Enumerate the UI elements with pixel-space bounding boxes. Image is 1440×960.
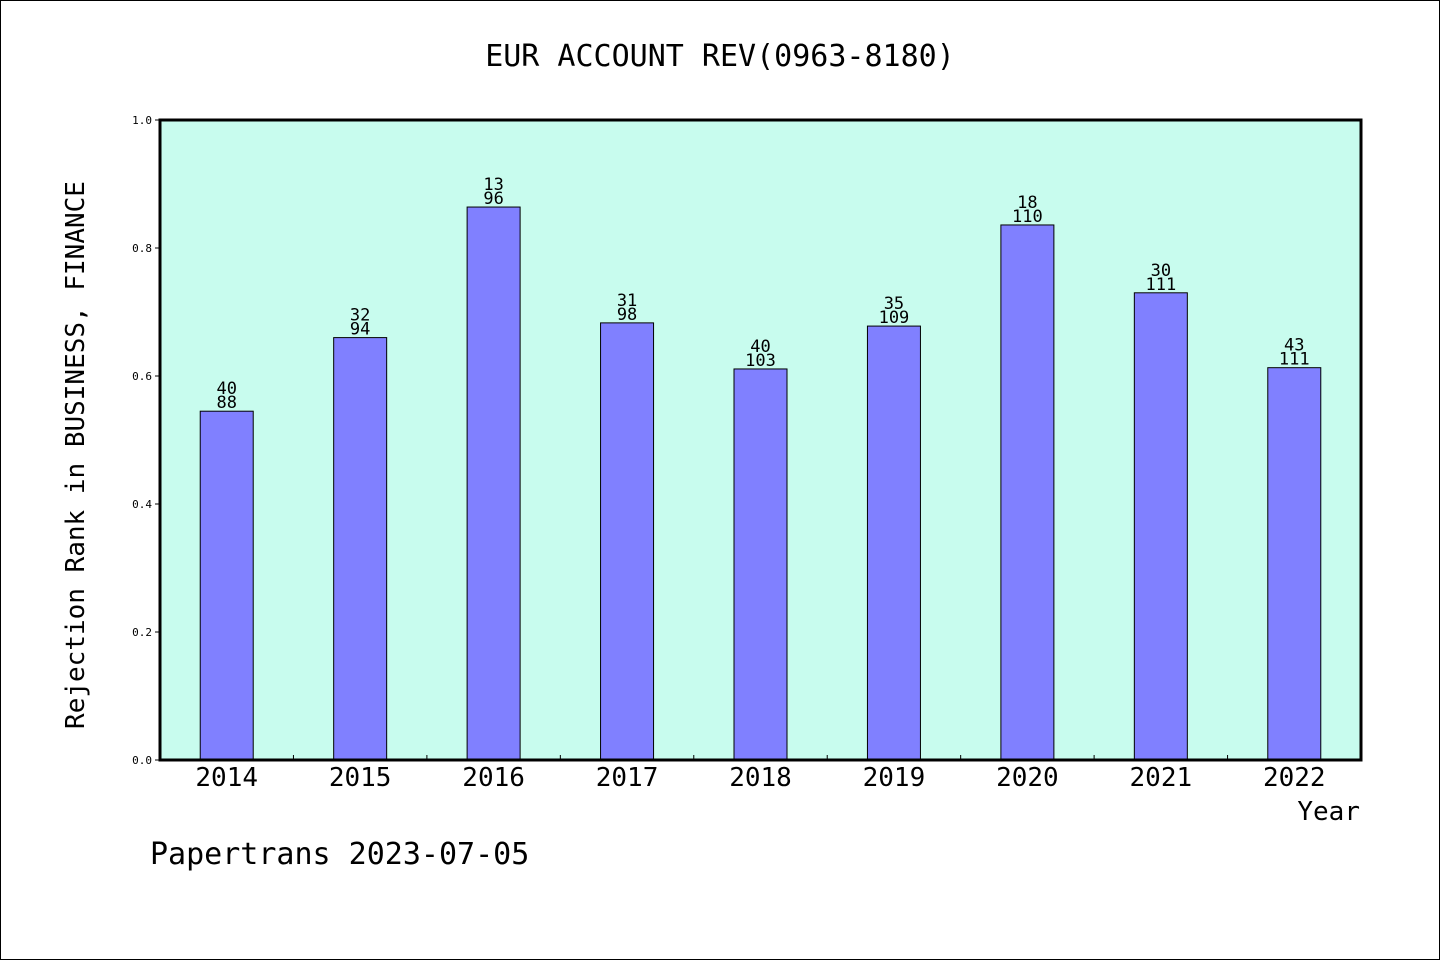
bar-label-bottom: 94 bbox=[350, 320, 370, 340]
plot-border bbox=[158, 118, 1363, 762]
x-axis-label: Year bbox=[1297, 797, 1360, 827]
bar-label-bottom: 103 bbox=[745, 351, 776, 371]
x-tick-label: 2014 bbox=[195, 763, 258, 793]
footer-text: Papertrans 2023-07-05 bbox=[150, 837, 529, 872]
bar-label-top: 30 bbox=[1151, 261, 1171, 281]
bar bbox=[333, 337, 388, 761]
bar-label-bottom: 88 bbox=[216, 393, 236, 413]
bar bbox=[1133, 292, 1188, 761]
bar-label-top: 35 bbox=[884, 294, 904, 314]
bar-label-bottom: 109 bbox=[879, 308, 910, 328]
y-axis: 0.0 0.2 0.4 0.6 0.8 1.0 bbox=[132, 114, 160, 767]
chart-title: EUR ACCOUNT REV(0963-8180) bbox=[485, 39, 955, 74]
y-axis-label: Rejection Rank in BUSINESS, FINANCE bbox=[61, 181, 91, 729]
bar-label-bottom: 111 bbox=[1145, 275, 1176, 295]
y-tick-label: 0.4 bbox=[132, 498, 152, 511]
x-tick-label: 2015 bbox=[329, 763, 392, 793]
bar bbox=[600, 322, 655, 761]
x-tick-label: 2018 bbox=[729, 763, 792, 793]
bar-label-bottom: 98 bbox=[617, 305, 637, 325]
bar-label-top: 40 bbox=[750, 337, 770, 357]
bar bbox=[733, 368, 788, 761]
y-tick-label: 0.0 bbox=[132, 754, 152, 767]
bar-label-top: 18 bbox=[1017, 193, 1037, 213]
bar bbox=[1000, 224, 1055, 761]
bar bbox=[466, 206, 521, 761]
y-tick-label: 0.2 bbox=[132, 626, 152, 639]
bar-label-bottom: 96 bbox=[483, 189, 503, 209]
bar-label-bottom: 110 bbox=[1012, 207, 1043, 227]
y-tick-label: 0.6 bbox=[132, 370, 152, 383]
bar-label-top: 31 bbox=[617, 291, 637, 311]
x-tick-label: 2016 bbox=[462, 763, 525, 793]
y-tick-label: 0.8 bbox=[132, 242, 152, 255]
x-tick-label: 2021 bbox=[1130, 763, 1193, 793]
bar-label-bottom: 111 bbox=[1279, 350, 1310, 370]
bar bbox=[866, 325, 921, 761]
bar-label-top: 40 bbox=[216, 379, 236, 399]
bar bbox=[1267, 367, 1322, 761]
y-tick-label: 1.0 bbox=[132, 114, 152, 127]
bars-group: 4088329413963198401033510918110301114311… bbox=[199, 175, 1322, 761]
bar-label-top: 32 bbox=[350, 306, 370, 326]
x-tick-label: 2020 bbox=[996, 763, 1059, 793]
bar bbox=[199, 410, 254, 761]
x-axis: 2014 2015 2016 2017 2018 2019 2020 2021 2022 bbox=[195, 755, 1326, 793]
x-tick-label: 2019 bbox=[863, 763, 926, 793]
bar-label-top: 43 bbox=[1284, 336, 1304, 356]
x-tick-label: 2017 bbox=[596, 763, 659, 793]
bar-label-top: 13 bbox=[483, 175, 503, 195]
x-tick-label: 2022 bbox=[1263, 763, 1326, 793]
